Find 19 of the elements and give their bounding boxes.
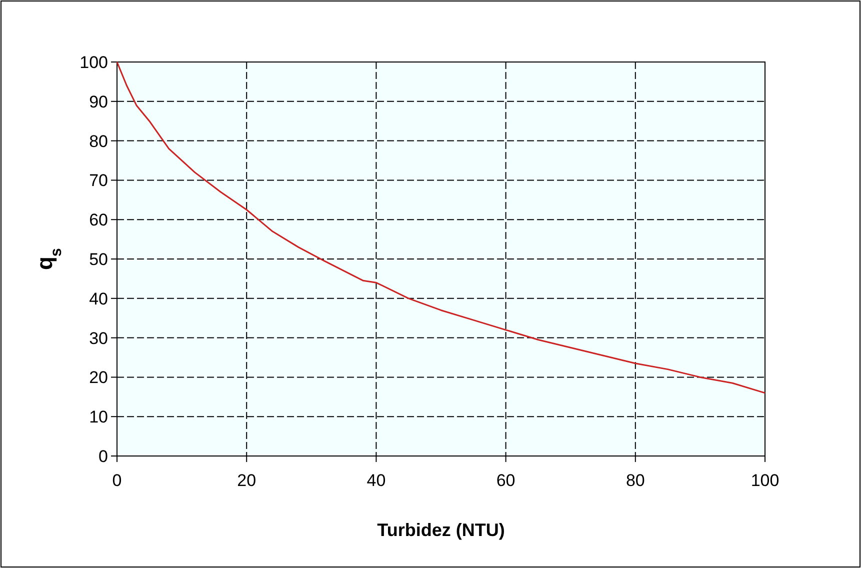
y-tick-label: 40 [89,289,108,308]
y-tick-label: 90 [89,92,108,112]
y-tick-label: 100 [80,52,108,72]
x-tick-label: 20 [237,471,256,490]
y-tick-label: 60 [89,210,108,230]
x-tick-label: 60 [496,471,516,490]
x-tick-label: 0 [112,471,122,490]
y-tick-label: 80 [89,132,108,151]
y-tick-label: 70 [89,171,108,190]
y-tick-label: 20 [89,368,108,388]
y-tick-label: 0 [98,446,108,466]
x-tick-label: 40 [366,471,386,490]
y-tick-label: 50 [89,250,108,269]
x-tick-label: 80 [626,471,645,490]
y-tick-label: 30 [89,328,108,348]
line-series [116,61,766,394]
x-axis-title: Turbidez (NTU) [377,520,505,540]
x-tick-label: 100 [750,471,780,490]
y-tick-label: 10 [89,408,108,427]
